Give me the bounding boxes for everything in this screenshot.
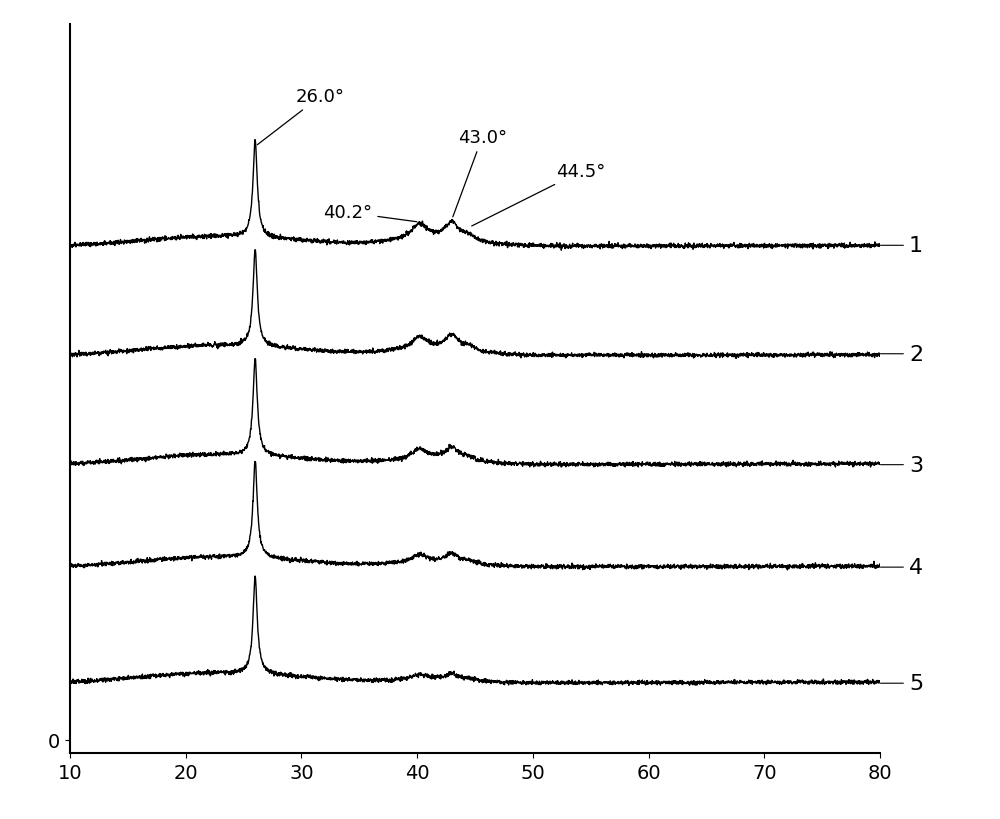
Text: 5: 5 <box>880 673 923 694</box>
Text: 43.0°: 43.0° <box>453 129 507 218</box>
Text: 26.0°: 26.0° <box>257 88 345 146</box>
Text: 44.5°: 44.5° <box>472 163 605 227</box>
Text: 2: 2 <box>880 344 923 364</box>
Text: 40.2°: 40.2° <box>323 204 417 223</box>
Text: 4: 4 <box>880 558 923 577</box>
Text: 1: 1 <box>880 236 923 256</box>
Text: 3: 3 <box>880 455 923 475</box>
